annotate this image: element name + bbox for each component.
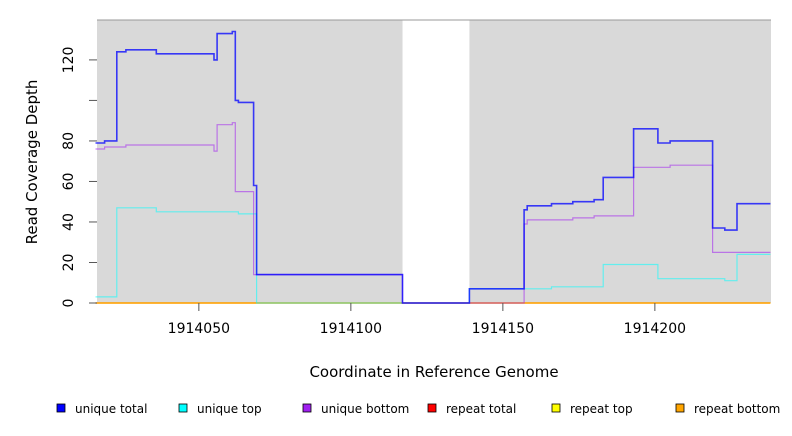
legend-swatch (178, 403, 188, 413)
legend-item-repeat-top: repeat top (551, 402, 633, 416)
legend-label: repeat bottom (694, 402, 780, 416)
x-tick-label: 1914150 (472, 321, 534, 337)
y-axis-label: Read Coverage Depth (23, 80, 41, 245)
y-tick-label: 60 (61, 173, 77, 191)
legend-item-repeat-total: repeat total (427, 402, 516, 416)
x-tick-label: 1914100 (320, 321, 382, 337)
legend-swatch (675, 403, 685, 413)
y-tick-label: 40 (61, 213, 77, 231)
legend-swatch (551, 403, 561, 413)
x-tick-label: 1914200 (624, 321, 686, 337)
legend-swatch (56, 403, 66, 413)
legend: unique total unique top unique bottom repea… (56, 402, 780, 416)
legend-item-unique-total: unique total (56, 402, 147, 416)
legend-swatch (302, 403, 312, 413)
legend-item-unique-top: unique top (178, 402, 262, 416)
legend-swatch (427, 403, 437, 413)
series-line-unique-total (95, 30, 771, 304)
legend-item-repeat-bottom: repeat bottom (675, 402, 780, 416)
legend-label: unique total (75, 402, 147, 416)
legend-label: unique bottom (321, 402, 409, 416)
x-tick-label: 1914050 (168, 321, 230, 337)
legend-label: repeat total (446, 402, 516, 416)
y-tick-label: 0 (61, 299, 77, 308)
legend-label: repeat top (570, 402, 633, 416)
y-tick-label: 80 (61, 132, 77, 150)
x-axis-label: Coordinate in Reference Genome (309, 363, 558, 381)
legend-item-unique-bottom: unique bottom (302, 402, 409, 416)
series-layer (95, 30, 771, 304)
x-axis: 1914050 1914100 1914150 1914200 (168, 303, 686, 337)
y-tick-label: 120 (61, 47, 77, 74)
y-axis: 0 20 40 60 80 120 (61, 47, 97, 308)
y-tick-label: 20 (61, 254, 77, 272)
gap-region (402, 20, 470, 303)
legend-label: unique top (197, 402, 262, 416)
